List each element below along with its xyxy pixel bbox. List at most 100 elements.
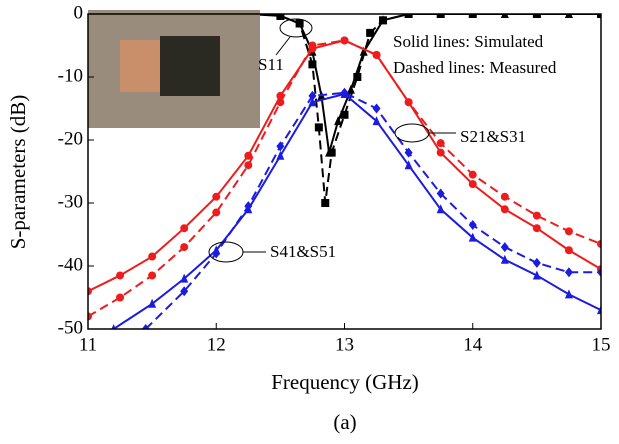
marker <box>346 84 355 94</box>
marker <box>404 147 413 158</box>
marker <box>564 267 573 278</box>
marker <box>295 19 304 28</box>
marker <box>244 161 253 170</box>
marker <box>468 14 477 18</box>
marker <box>372 103 381 114</box>
marker <box>378 16 387 25</box>
marker <box>532 211 541 220</box>
annotation: S11 <box>258 55 284 74</box>
marker <box>334 116 343 126</box>
marker <box>180 243 189 252</box>
photo-chip <box>160 36 220 96</box>
series-line <box>113 92 601 329</box>
marker <box>468 232 477 242</box>
caption: (a) <box>333 410 356 434</box>
marker <box>436 148 445 157</box>
marker <box>359 46 368 56</box>
marker <box>148 271 157 280</box>
y-tick-label: -20 <box>58 128 83 149</box>
marker <box>244 201 253 212</box>
marker <box>308 97 317 107</box>
marker <box>436 14 445 18</box>
marker <box>468 220 477 231</box>
y-tick-label: -10 <box>58 65 83 86</box>
marker <box>116 293 125 302</box>
marker <box>532 270 541 280</box>
series-line <box>280 14 601 204</box>
marker <box>88 312 92 321</box>
marker <box>500 205 509 214</box>
marker <box>308 60 317 69</box>
marker <box>314 123 323 132</box>
marker <box>276 141 285 152</box>
x-tick-label: 11 <box>79 334 97 355</box>
y-axis-label: S-parameters (dB) <box>6 95 30 250</box>
marker <box>180 224 189 233</box>
x-tick-label: 13 <box>335 334 354 355</box>
ann-ellipse <box>394 123 430 143</box>
marker <box>180 273 189 283</box>
marker <box>340 36 349 45</box>
marker <box>308 41 317 50</box>
marker <box>321 199 330 207</box>
marker <box>500 192 509 201</box>
marker <box>404 14 413 18</box>
annotation: Solid lines: Simulated <box>393 32 544 51</box>
marker <box>564 246 573 255</box>
marker <box>116 271 125 280</box>
marker <box>500 242 509 253</box>
marker <box>404 160 413 170</box>
marker <box>141 324 150 329</box>
marker <box>597 14 601 18</box>
marker <box>244 151 253 160</box>
annotation: S21&S31 <box>460 127 526 146</box>
marker <box>88 287 92 296</box>
marker <box>353 73 362 81</box>
marker <box>276 14 285 20</box>
marker <box>276 98 285 107</box>
marker <box>436 204 445 214</box>
marker <box>597 305 601 315</box>
marker <box>564 289 573 299</box>
marker <box>597 239 601 248</box>
marker <box>597 267 601 278</box>
marker <box>468 170 477 179</box>
marker <box>468 180 477 189</box>
x-tick-label: 14 <box>463 334 483 355</box>
marker <box>372 50 381 59</box>
marker <box>327 148 336 157</box>
marker <box>404 98 413 107</box>
y-tick-label: -40 <box>58 254 83 275</box>
series-line <box>88 14 601 153</box>
marker <box>340 110 349 119</box>
marker <box>148 298 157 308</box>
marker <box>532 257 541 268</box>
marker <box>436 188 445 199</box>
marker <box>366 28 375 37</box>
marker <box>532 224 541 233</box>
marker <box>532 14 541 18</box>
marker <box>436 139 445 148</box>
marker <box>308 90 317 101</box>
series-line <box>88 39 601 318</box>
marker <box>500 254 509 264</box>
marker <box>564 227 573 236</box>
y-tick-label: -50 <box>58 317 83 338</box>
y-tick-label: -30 <box>58 191 83 212</box>
x-axis-label: Frequency (GHz) <box>271 370 419 394</box>
ann-arrow <box>275 36 291 56</box>
marker <box>212 248 221 259</box>
marker <box>212 208 221 217</box>
photo-board <box>120 40 160 92</box>
marker <box>148 252 157 261</box>
plot-area <box>88 14 601 329</box>
marker <box>276 150 285 160</box>
marker <box>180 286 189 297</box>
x-tick-label: 15 <box>592 334 611 355</box>
marker <box>340 87 349 98</box>
annotation: S41&S51 <box>270 242 336 261</box>
x-tick-label: 12 <box>207 334 226 355</box>
ann-ellipse <box>279 18 313 38</box>
marker <box>372 116 381 126</box>
